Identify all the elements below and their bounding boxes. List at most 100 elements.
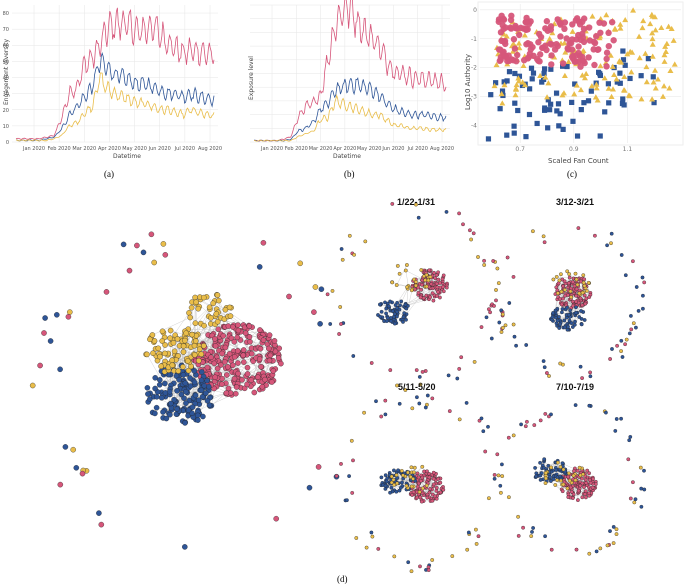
network-node-yellow [580,290,585,295]
scatter-point-blue [529,76,535,82]
network-node-blue [568,308,573,313]
network-node-blue [152,410,158,417]
scatter-point-yellow [491,82,498,89]
panel-b-line-chart: Exposure level Datetime Jan 2020 Feb 2020… [248,0,454,179]
network-node-pink [574,299,578,304]
network-node-blue [397,401,402,406]
network-node-blue [560,307,565,311]
scatter-point-yellow [613,76,620,82]
x-tick-label: Jan 2020 [260,146,283,152]
scatter-point-blue [602,109,608,115]
network-node-pink [233,384,240,390]
network-node-blue [530,530,534,534]
network-node-yellow [465,547,470,552]
network-node-yellow [573,271,578,276]
network-node-yellow [557,278,562,283]
network-node-yellow [559,478,563,483]
network-node-pink [225,385,232,392]
network-node-blue [390,309,395,314]
network-node-pink [582,277,587,282]
network-node-blue [417,401,422,406]
network-node-yellow [222,306,229,313]
network-node-blue [619,253,624,257]
network-node-blue [256,264,263,270]
network-node-blue [374,399,378,404]
network-node-yellow [420,464,425,469]
network-node-blue [619,416,623,421]
network-node-yellow [198,351,205,357]
network-node-blue [562,318,567,323]
network-node-pink [495,452,500,457]
network-node-yellow [567,272,572,276]
network-node-yellow [167,335,173,341]
scatter-point-yellow [597,63,604,69]
network-node-blue [189,404,196,410]
network-node-blue [499,308,504,313]
scatter-point-pink [497,56,504,64]
network-node-blue [378,302,382,307]
network-node-blue [62,444,69,450]
scatter-point-yellow [667,67,674,74]
network-node-pink [532,423,537,427]
network-node-yellow [587,551,592,556]
network-node-blue [396,468,400,473]
network-node-blue [416,215,421,220]
network-node-pink [410,493,415,497]
network-node-pink [241,359,247,365]
network-node-blue [531,526,535,530]
scatter-point-yellow [660,93,667,99]
network-node-blue [196,397,202,403]
network-node-yellow [227,313,234,319]
d-caption: (d) [337,574,348,584]
network-node-pink [431,470,436,475]
network-node-yellow [476,255,480,259]
network-node-pink [244,364,251,371]
x-tick-label: Aug 2020 [198,146,222,152]
network-node-pink [545,371,549,375]
panel-a-line-chart: Engagement diversity Datetime Jan 2020 Fe… [3,5,222,179]
network-node-blue [554,468,558,472]
scatter-point-yellow [594,97,601,103]
network-node-pink [468,228,472,233]
scatter-point-yellow [607,52,614,58]
c-caption: (c) [567,169,577,179]
scatter-point-blue [620,57,627,63]
scatter-point-yellow [629,49,636,55]
network-node-yellow [70,446,76,453]
network-node-yellow [29,382,36,389]
network-node-pink [432,270,436,275]
series-line-yellow [253,94,447,142]
scatter-point-yellow [605,85,612,91]
network-node-blue [404,317,408,322]
network-node-pink [418,564,422,569]
scatter-point-blue [512,70,518,77]
scatter-point-yellow [499,100,506,106]
scatter-point-pink [557,33,564,40]
scatter-point-blue [527,86,533,92]
scatter-point-blue [539,79,545,85]
network-node-blue [633,497,638,502]
network-node-blue [608,529,612,533]
network-node-yellow [213,311,220,317]
scatter-point-pink [561,19,569,26]
network-edge [198,386,251,411]
scatter-point-yellow [617,25,624,31]
network-node-pink [525,419,529,424]
scatter-point-pink [500,38,507,45]
network-node-pink [438,490,443,495]
network-node-blue [542,365,547,370]
scatter-point-blue [504,78,510,84]
network-node-blue [389,316,393,320]
network-node-yellow [541,234,546,239]
network-node-blue [395,306,400,310]
network-node-pink [441,487,446,492]
scatter-point-pink [535,39,542,46]
network-node-pink [246,323,253,329]
network-node-blue [614,417,619,421]
network-edge [406,294,422,315]
network-node-pink [351,458,355,463]
network-node-yellow [397,271,402,276]
network-node-yellow [201,322,207,329]
network-node-pink [583,492,587,497]
scatter-point-pink [579,30,586,38]
